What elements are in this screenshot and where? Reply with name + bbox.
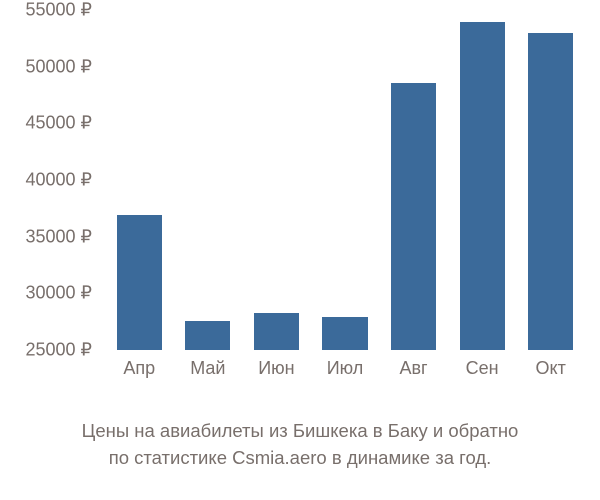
price-chart: 25000 ₽ 30000 ₽ 35000 ₽ 40000 ₽ 45000 ₽ 50000… (0, 10, 600, 390)
plot-area (105, 10, 585, 350)
bar (528, 33, 573, 350)
y-tick-label: 25000 ₽ (25, 340, 92, 361)
y-tick-label: 35000 ₽ (25, 226, 92, 247)
caption-line-1: Цены на авиабилеты из Бишкека в Баку и о… (82, 420, 519, 441)
bar (254, 313, 299, 350)
y-axis: 25000 ₽ 30000 ₽ 35000 ₽ 40000 ₽ 45000 ₽ 50000… (0, 10, 100, 390)
bar (185, 321, 230, 350)
bar (460, 22, 505, 350)
x-tick-label: Июн (258, 358, 294, 379)
x-tick-label: Окт (536, 358, 566, 379)
bar (322, 317, 367, 350)
x-tick-label: Май (190, 358, 225, 379)
y-tick-label: 45000 ₽ (25, 113, 92, 134)
y-tick-label: 55000 ₽ (25, 0, 92, 21)
y-tick-label: 50000 ₽ (25, 56, 92, 77)
y-tick-label: 40000 ₽ (25, 170, 92, 191)
chart-caption: Цены на авиабилеты из Бишкека в Баку и о… (0, 418, 600, 472)
x-axis: Апр Май Июн Июл Авг Сен Окт (105, 358, 585, 388)
x-tick-label: Сен (466, 358, 499, 379)
bar (117, 215, 162, 350)
x-tick-label: Июл (327, 358, 364, 379)
x-tick-label: Авг (399, 358, 427, 379)
y-tick-label: 30000 ₽ (25, 283, 92, 304)
x-tick-label: Апр (123, 358, 155, 379)
bar (391, 83, 436, 350)
caption-line-2: по статистике Csmia.aero в динамике за г… (109, 447, 492, 468)
